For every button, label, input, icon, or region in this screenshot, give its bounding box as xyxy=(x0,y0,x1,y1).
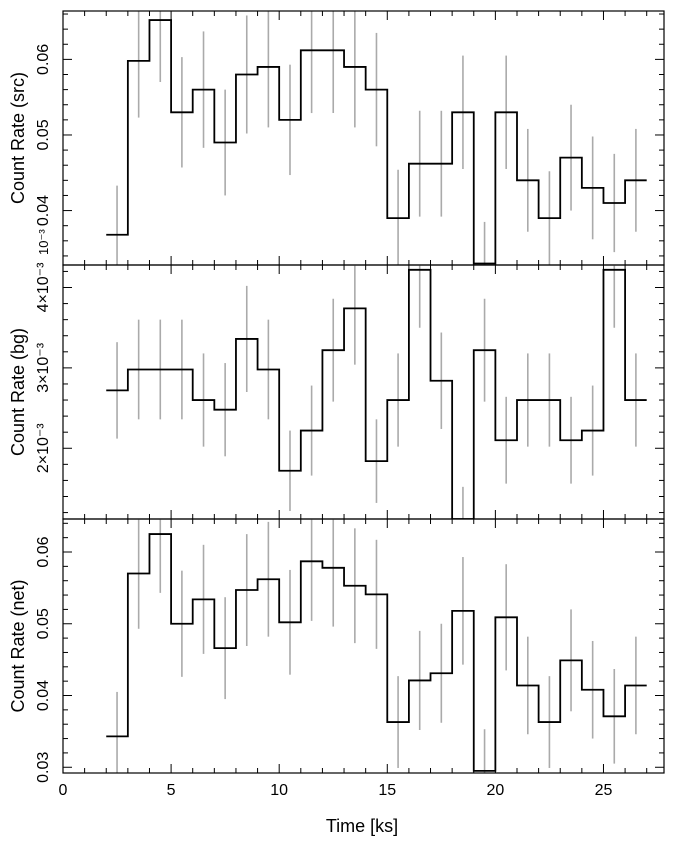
y-tick-label: 0.06 xyxy=(35,44,52,75)
y-axis-label: Count Rate (bg) xyxy=(8,328,28,456)
y-tick-label: 4×10⁻³ xyxy=(35,262,52,312)
plot-area xyxy=(106,265,647,519)
step-line xyxy=(106,268,647,519)
x-axis-label: Time [ks] xyxy=(326,816,398,836)
panel-frame xyxy=(62,264,665,520)
y-tick-label: 0.03 xyxy=(35,752,52,783)
panel-frame xyxy=(62,518,665,774)
step-line xyxy=(106,533,647,772)
x-tick-label: 25 xyxy=(595,782,613,799)
panels-group: 0.04 0.05 0.06 10⁻³ Count Rate (src) 2×10⁻³ 3×… xyxy=(8,10,665,783)
y-axis-label: Count Rate (net) xyxy=(8,579,28,712)
x-tick-label: 15 xyxy=(378,782,396,799)
x-axis: 0 5 10 15 20 25 xyxy=(59,782,613,799)
y-tick-label: 0.06 xyxy=(35,536,52,567)
y-multiplier-label: 10⁻³ xyxy=(36,229,51,255)
plot-area xyxy=(106,11,647,265)
step-line xyxy=(106,19,647,265)
panel-frame xyxy=(62,10,665,266)
x-tick-label: 5 xyxy=(167,782,176,799)
x-tick-label: 10 xyxy=(270,782,288,799)
y-tick-label: 3×10⁻³ xyxy=(35,342,52,392)
y-tick-label: 0.04 xyxy=(35,680,52,711)
x-tick-label: 20 xyxy=(486,782,504,799)
y-tick-label: 2×10⁻³ xyxy=(35,423,52,473)
plot-area xyxy=(106,519,647,773)
y-tick-label: 0.05 xyxy=(35,608,52,639)
y-tick-label: 0.05 xyxy=(35,119,52,150)
x-tick-label: 0 xyxy=(59,782,68,799)
panel-1: 0.04 0.05 0.06 10⁻³ Count Rate (src) xyxy=(8,10,665,266)
panel-2: 2×10⁻³ 3×10⁻³ 4×10⁻³ Count Rate (bg) xyxy=(8,262,665,520)
y-axis-label: Count Rate (src) xyxy=(8,72,28,204)
y-tick-label: 0.04 xyxy=(35,195,52,226)
panel-3: 0.03 0.04 0.05 0.06 Count Rate (net) xyxy=(8,518,665,783)
